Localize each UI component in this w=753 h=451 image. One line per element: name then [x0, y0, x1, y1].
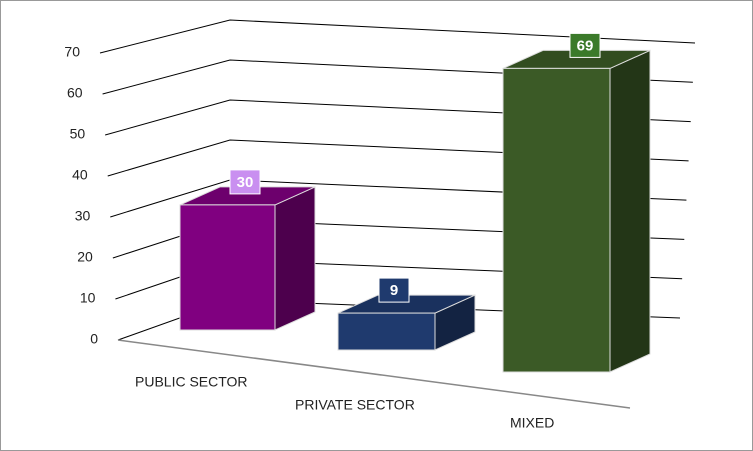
grid-line [99, 19, 696, 54]
value-label: 9 [390, 282, 398, 299]
value-label-box [569, 32, 601, 58]
y-tick-label: 40 [72, 167, 88, 183]
bar [502, 67, 611, 373]
bar [337, 312, 436, 351]
y-tick-label: 50 [70, 126, 86, 142]
x-tick-label: PRIVATE SECTOR [295, 397, 415, 413]
bar [179, 204, 276, 331]
value-label-box [229, 169, 261, 195]
y-tick-label: 10 [80, 290, 96, 306]
bar-side [274, 186, 316, 331]
bar-side [609, 49, 651, 373]
value-label: 30 [237, 174, 254, 191]
y-tick-label: 20 [77, 249, 93, 265]
y-tick-label: 60 [67, 85, 83, 101]
x-tick-label: MIXED [510, 415, 554, 431]
floor-edge [117, 339, 631, 409]
y-tick-label: 30 [75, 208, 91, 224]
value-label-box [378, 277, 410, 303]
x-tick-label: PUBLIC SECTOR [135, 374, 248, 390]
y-tick-label: 0 [90, 331, 98, 347]
y-tick-label: 70 [64, 44, 80, 60]
value-label: 69 [577, 37, 594, 54]
